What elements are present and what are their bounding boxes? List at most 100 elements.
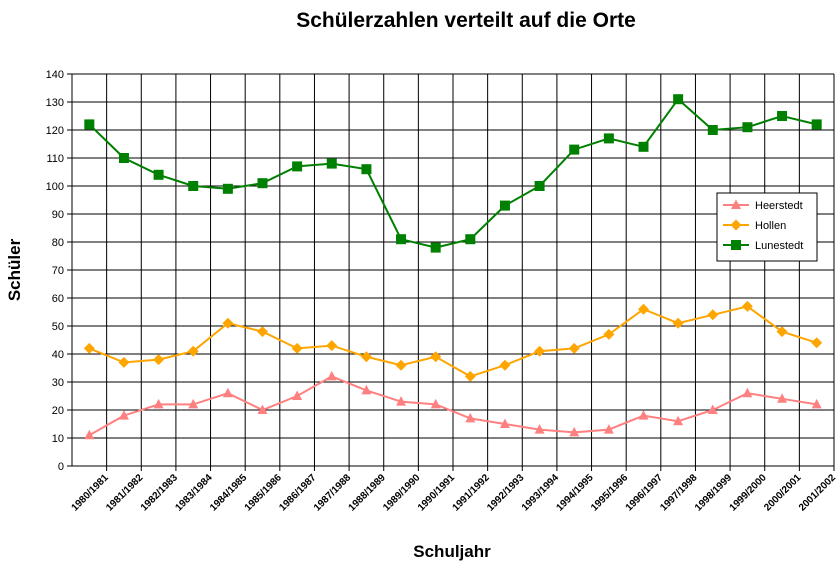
point-marker <box>430 242 441 253</box>
point-marker <box>187 345 199 357</box>
axes <box>67 73 835 471</box>
series-lunestedt <box>84 94 822 253</box>
point-marker <box>499 200 510 211</box>
point-marker <box>707 309 719 321</box>
point-marker <box>257 404 268 414</box>
point-marker <box>465 412 476 423</box>
legend-item: Lunestedt <box>723 240 803 252</box>
y-tick-label: 130 <box>46 97 64 109</box>
point-marker <box>603 328 615 340</box>
point-marker <box>603 424 614 434</box>
legend-item: Heerstedt <box>723 199 803 212</box>
point-marker <box>499 359 511 371</box>
series-line <box>88 305 817 378</box>
point-marker <box>777 393 788 403</box>
x-tick-label: 2001/2002 <box>797 472 838 514</box>
point-marker <box>811 337 823 349</box>
legend: Heerstedt Hollen Lunestedt <box>716 192 818 262</box>
y-tick-label: 0 <box>58 461 64 473</box>
point-marker <box>153 354 165 366</box>
point-marker <box>361 164 372 175</box>
y-tick-label: 60 <box>52 293 64 305</box>
point-marker <box>118 153 129 163</box>
point-marker <box>118 410 129 420</box>
point-marker <box>777 111 788 121</box>
series-hollen <box>83 300 823 382</box>
point-marker <box>603 133 614 144</box>
y-tick-label: 50 <box>52 321 64 333</box>
point-marker <box>430 351 442 363</box>
point-marker <box>569 426 580 437</box>
point-marker <box>188 181 199 191</box>
legend-item: Hollen <box>723 219 786 232</box>
legend-label: Hollen <box>755 220 786 232</box>
point-marker <box>326 340 338 352</box>
point-marker <box>741 300 753 312</box>
point-marker <box>673 94 684 105</box>
point-marker <box>534 181 545 191</box>
y-tick-label: 40 <box>52 349 64 361</box>
point-marker <box>188 398 199 409</box>
point-marker <box>361 384 372 395</box>
point-marker <box>776 326 788 338</box>
point-marker <box>153 169 164 180</box>
point-marker <box>811 119 822 130</box>
y-tick-label: 140 <box>46 69 64 81</box>
y-tick-label: 80 <box>52 237 64 249</box>
point-marker <box>222 317 234 329</box>
y-tick-label: 90 <box>52 209 64 221</box>
point-marker <box>222 387 233 398</box>
point-marker <box>430 398 441 409</box>
point-marker <box>84 429 95 440</box>
series-layer <box>83 94 823 440</box>
point-marker <box>396 396 407 406</box>
point-marker <box>569 144 580 155</box>
y-tick-label: 100 <box>46 181 64 193</box>
point-marker <box>534 345 546 357</box>
series-line <box>88 375 817 437</box>
point-marker <box>638 410 649 420</box>
point-marker <box>326 158 337 169</box>
point-marker <box>291 342 303 354</box>
y-tick-label: 120 <box>46 125 64 137</box>
point-marker <box>707 404 718 414</box>
point-marker <box>464 370 476 382</box>
point-marker <box>396 234 407 245</box>
series-heerstedt <box>84 370 822 440</box>
point-marker <box>673 415 684 426</box>
chart-title: Schülerzahlen verteilt auf die Orte <box>296 9 636 32</box>
point-marker <box>257 326 268 338</box>
point-marker <box>83 342 95 354</box>
point-marker <box>465 234 476 245</box>
legend-label: Heerstedt <box>755 200 803 212</box>
point-marker <box>730 219 742 231</box>
point-marker <box>638 303 649 315</box>
y-tick-label: 110 <box>46 153 64 165</box>
y-tick-label: 20 <box>52 405 64 417</box>
legend-label: Lunestedt <box>755 240 803 252</box>
y-tick-labels: 0 10 20 30 40 50 60 70 80 90 100 110 120 130 140 <box>46 69 64 473</box>
point-marker <box>707 125 718 135</box>
y-axis-title: Schüler <box>5 238 24 301</box>
point-marker <box>672 317 684 329</box>
grid <box>72 73 835 466</box>
point-marker <box>568 342 580 354</box>
point-marker <box>499 418 510 428</box>
point-marker <box>811 398 822 409</box>
point-marker <box>395 359 407 371</box>
point-marker <box>84 119 95 130</box>
point-marker <box>638 141 649 152</box>
y-tick-label: 10 <box>52 433 64 445</box>
point-marker <box>731 199 741 209</box>
point-marker <box>534 424 545 434</box>
point-marker <box>118 356 130 368</box>
series-line <box>88 97 817 249</box>
y-tick-label: 70 <box>52 265 64 277</box>
point-marker <box>360 351 372 363</box>
point-marker <box>222 183 233 194</box>
y-tick-label: 30 <box>52 377 64 389</box>
point-marker <box>742 122 753 133</box>
x-axis-title: Schuljahr <box>413 542 491 561</box>
point-marker <box>742 387 753 398</box>
